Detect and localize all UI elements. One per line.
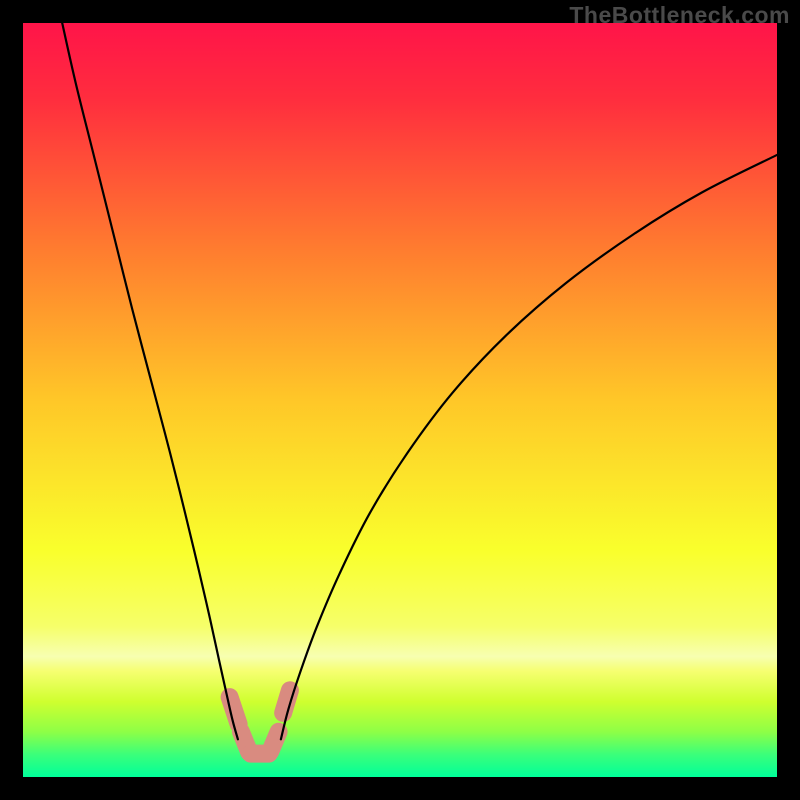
gradient-background	[23, 23, 777, 777]
watermark-text: TheBottleneck.com	[569, 2, 790, 29]
trough-segment	[270, 732, 278, 752]
chart-container: TheBottleneck.com	[0, 0, 800, 800]
bottleneck-chart	[0, 0, 800, 800]
plot-area	[23, 23, 777, 777]
